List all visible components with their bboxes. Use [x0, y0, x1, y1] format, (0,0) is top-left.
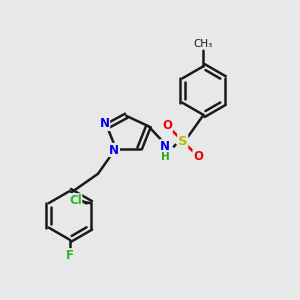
Text: N: N: [160, 140, 170, 153]
Text: F: F: [66, 249, 74, 262]
Text: H: H: [161, 152, 170, 162]
Text: N: N: [109, 143, 119, 157]
Text: O: O: [193, 150, 203, 163]
Text: CH₃: CH₃: [194, 39, 213, 49]
Text: S: S: [178, 135, 188, 148]
Text: O: O: [162, 119, 172, 132]
Text: Cl: Cl: [69, 194, 82, 207]
Text: N: N: [100, 117, 110, 130]
